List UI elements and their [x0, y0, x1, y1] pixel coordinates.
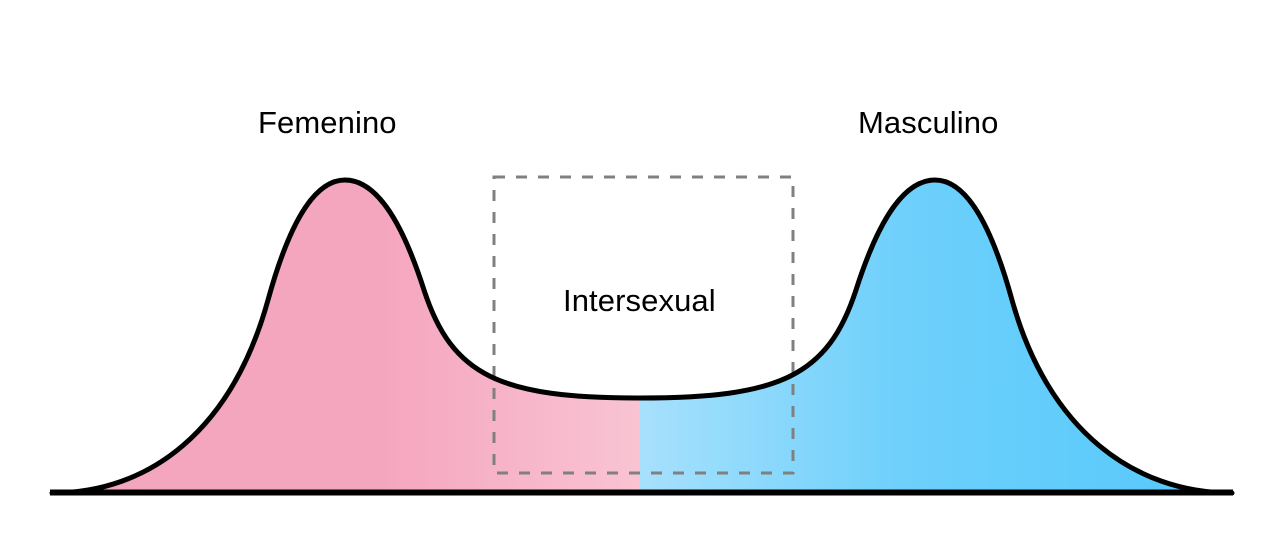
label-intersex: Intersexual: [563, 283, 716, 318]
label-masculine: Masculino: [858, 105, 999, 140]
masculine-area-fill: [640, 180, 1232, 493]
label-feminine: Femenino: [258, 105, 397, 140]
bimodal-curve-outline: [49, 177, 1235, 496]
intersex-highlight-box: [492, 175, 795, 475]
